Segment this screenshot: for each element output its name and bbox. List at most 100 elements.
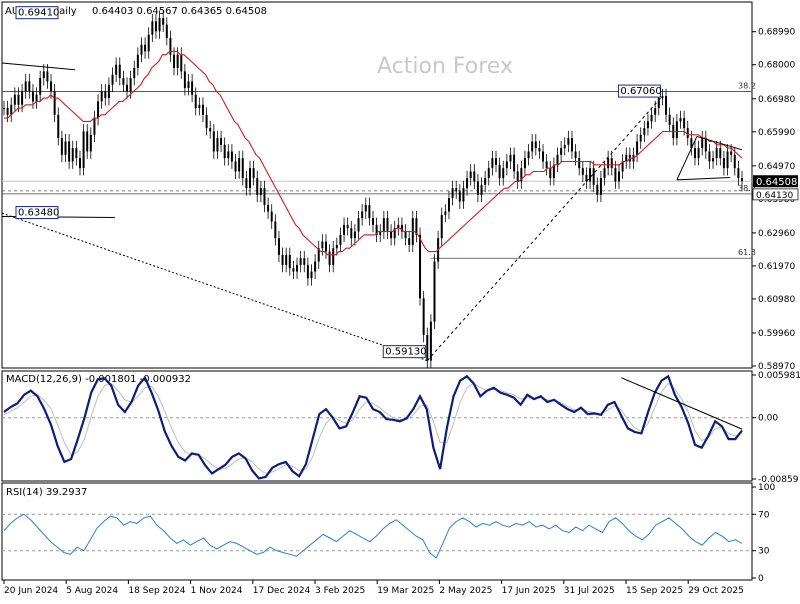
price-candle-body (444, 211, 447, 215)
price-candle-body (603, 168, 606, 179)
price-candle-body (657, 98, 660, 109)
price-candle-body (68, 141, 71, 162)
price-candle-body (455, 188, 458, 192)
price-y-tick-label: 0.68000 (758, 61, 795, 71)
price-candle-body (57, 114, 60, 139)
price-candle-body (183, 71, 186, 89)
triangle-lower-line (676, 176, 731, 181)
price-candle-body (458, 191, 461, 202)
x-tick-label: 15 Sep 2025 (626, 586, 683, 596)
price-candle-body (346, 224, 349, 229)
price-y-tick-label: 0.59960 (758, 329, 795, 339)
price-candle-body (292, 268, 295, 272)
price-candle-body (75, 148, 78, 159)
price-candle-body (589, 168, 592, 182)
fib-level-label: 61.8 (738, 248, 756, 257)
price-annotation-box (15, 6, 59, 20)
price-candle-body (126, 84, 128, 92)
price-candle-body (191, 81, 194, 95)
watermark: Action Forex (377, 54, 513, 79)
price-candle-body (400, 224, 403, 232)
price-candle-body (693, 148, 696, 159)
price-y-tick-label: 0.68990 (758, 28, 795, 38)
price-candle-body (686, 128, 689, 139)
price-candle-body (534, 141, 537, 149)
price-candle-body (259, 188, 262, 195)
price-candle-body (353, 231, 356, 239)
price-candle-body (296, 264, 299, 272)
price-candle-body (263, 188, 266, 205)
price-candle-body (281, 254, 284, 265)
price-candle-body (570, 138, 573, 152)
x-tick-label: 1 Nov 2024 (191, 586, 243, 596)
price-candle-body (256, 178, 259, 195)
x-tick-label: 20 Jun 2024 (4, 586, 58, 596)
price-candle-body (223, 144, 226, 159)
price-candle-body (10, 104, 13, 115)
price-candle-body (28, 81, 31, 92)
price-annotation-label: 0.63480 (18, 208, 59, 219)
price-candle-body (107, 84, 110, 99)
price-y-tick-label: 0.65990 (758, 128, 795, 138)
price-candle-body (42, 71, 45, 79)
price-candle-body (556, 154, 559, 165)
price-candle-body (654, 108, 657, 115)
price-candle-body (249, 168, 251, 189)
price-candle-body (122, 78, 125, 85)
level-badge-label: 0.64130 (756, 191, 793, 201)
price-candle-body (523, 158, 526, 169)
price-candle-body (187, 81, 190, 89)
price-candle-body (285, 254, 288, 265)
price-candle-body (505, 161, 508, 169)
price-candle-body (614, 168, 617, 182)
price-candle-body (361, 211, 364, 219)
price-panel-frame (1, 1, 753, 369)
price-candle-body (715, 148, 718, 159)
price-candle-body (618, 171, 620, 182)
macd-trendline (621, 377, 743, 430)
price-annotation-label: 0.69410 (18, 8, 59, 19)
x-tick-label: 19 Mar 2025 (377, 586, 434, 596)
ohlc-label: 0.64403 0.64567 0.64365 0.64508 (92, 6, 267, 17)
rsi-y-tick-label: 70 (758, 510, 770, 520)
macd-y-tick-label: 0.00 (758, 414, 778, 424)
price-candle-body (118, 64, 121, 79)
price-candle-body (46, 71, 49, 82)
price-candle-body (679, 118, 682, 122)
price-candle-body (422, 298, 425, 335)
price-candle-body (176, 54, 179, 69)
price-candle-body (321, 241, 324, 249)
price-candle-body (151, 21, 154, 35)
price-candle-body (252, 168, 255, 179)
price-candle-body (469, 171, 472, 179)
price-candle-body (339, 234, 342, 245)
price-candle-body (650, 114, 653, 122)
price-candle-body (332, 248, 335, 265)
price-candle-body (487, 168, 490, 179)
price-candle-body (230, 151, 233, 162)
price-candle-body (552, 164, 555, 179)
price-candle-body (665, 96, 668, 115)
price-candle-body (162, 18, 165, 25)
fib-level-label: 38.2 (738, 184, 756, 193)
price-candle-body (24, 81, 27, 92)
price-candle-body (520, 168, 523, 182)
price-candle-body (3, 108, 5, 110)
price-candle-body (429, 321, 432, 361)
price-candle-body (212, 131, 215, 152)
price-candle-body (201, 104, 204, 115)
price-candle-body (104, 91, 107, 99)
x-tick-label: 17 Dec 2024 (253, 586, 311, 596)
price-candle-body (115, 64, 118, 75)
price-candle-body (730, 151, 733, 155)
price-candle-body (386, 218, 389, 232)
x-tick-label: 2 May 2025 (439, 586, 492, 596)
trendline-dashed-down (1, 212, 428, 362)
x-tick-label: 18 Sep 2024 (128, 586, 185, 596)
price-candle-body (60, 138, 63, 155)
price-candle-body (726, 151, 729, 169)
price-candle-body (733, 154, 736, 169)
price-candle-body (473, 171, 476, 182)
price-candle-body (270, 211, 273, 222)
price-candle-body (306, 264, 309, 279)
